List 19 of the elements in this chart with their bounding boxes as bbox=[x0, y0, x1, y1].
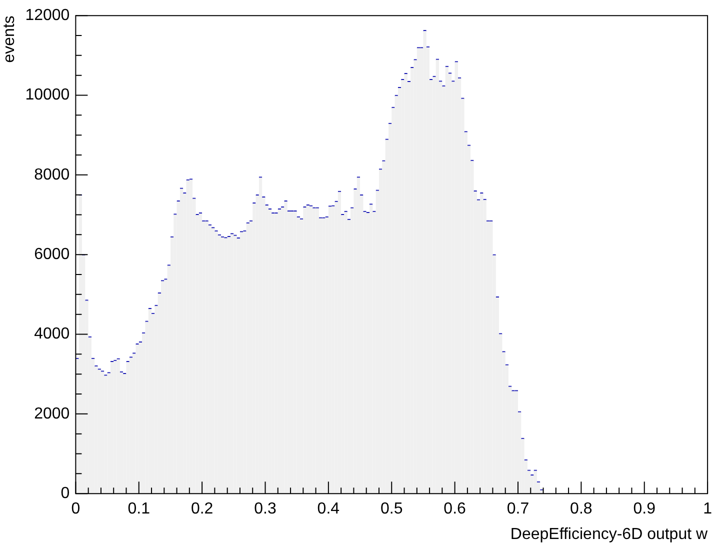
x-tick-label: 0.2 bbox=[190, 500, 214, 518]
x-tick-label: 0.8 bbox=[570, 500, 592, 518]
x-tick-label: 1 bbox=[703, 500, 712, 518]
y-tick-label: 0 bbox=[60, 485, 70, 502]
y-tick-label: 10000 bbox=[25, 86, 70, 104]
x-tick-label: 0.6 bbox=[444, 500, 466, 518]
x-tick-label: 0.9 bbox=[633, 500, 656, 518]
y-tick-label: 2000 bbox=[34, 405, 70, 422]
x-axis-title: DeepEfficiency-6D output w bbox=[510, 526, 708, 543]
x-tick-label: 0.5 bbox=[380, 500, 403, 518]
x-tick-label: 0.3 bbox=[254, 500, 276, 518]
y-tick-label: 8000 bbox=[34, 166, 70, 184]
x-tick-label: 0.4 bbox=[317, 500, 340, 518]
y-tick-label: 4000 bbox=[34, 326, 70, 343]
y-axis-title: events bbox=[1, 16, 18, 63]
x-tick-label: 0.1 bbox=[128, 500, 150, 518]
x-tick-label: 0.7 bbox=[506, 500, 530, 518]
y-tick-label: 12000 bbox=[25, 7, 70, 24]
y-tick-label: 6000 bbox=[34, 246, 70, 264]
